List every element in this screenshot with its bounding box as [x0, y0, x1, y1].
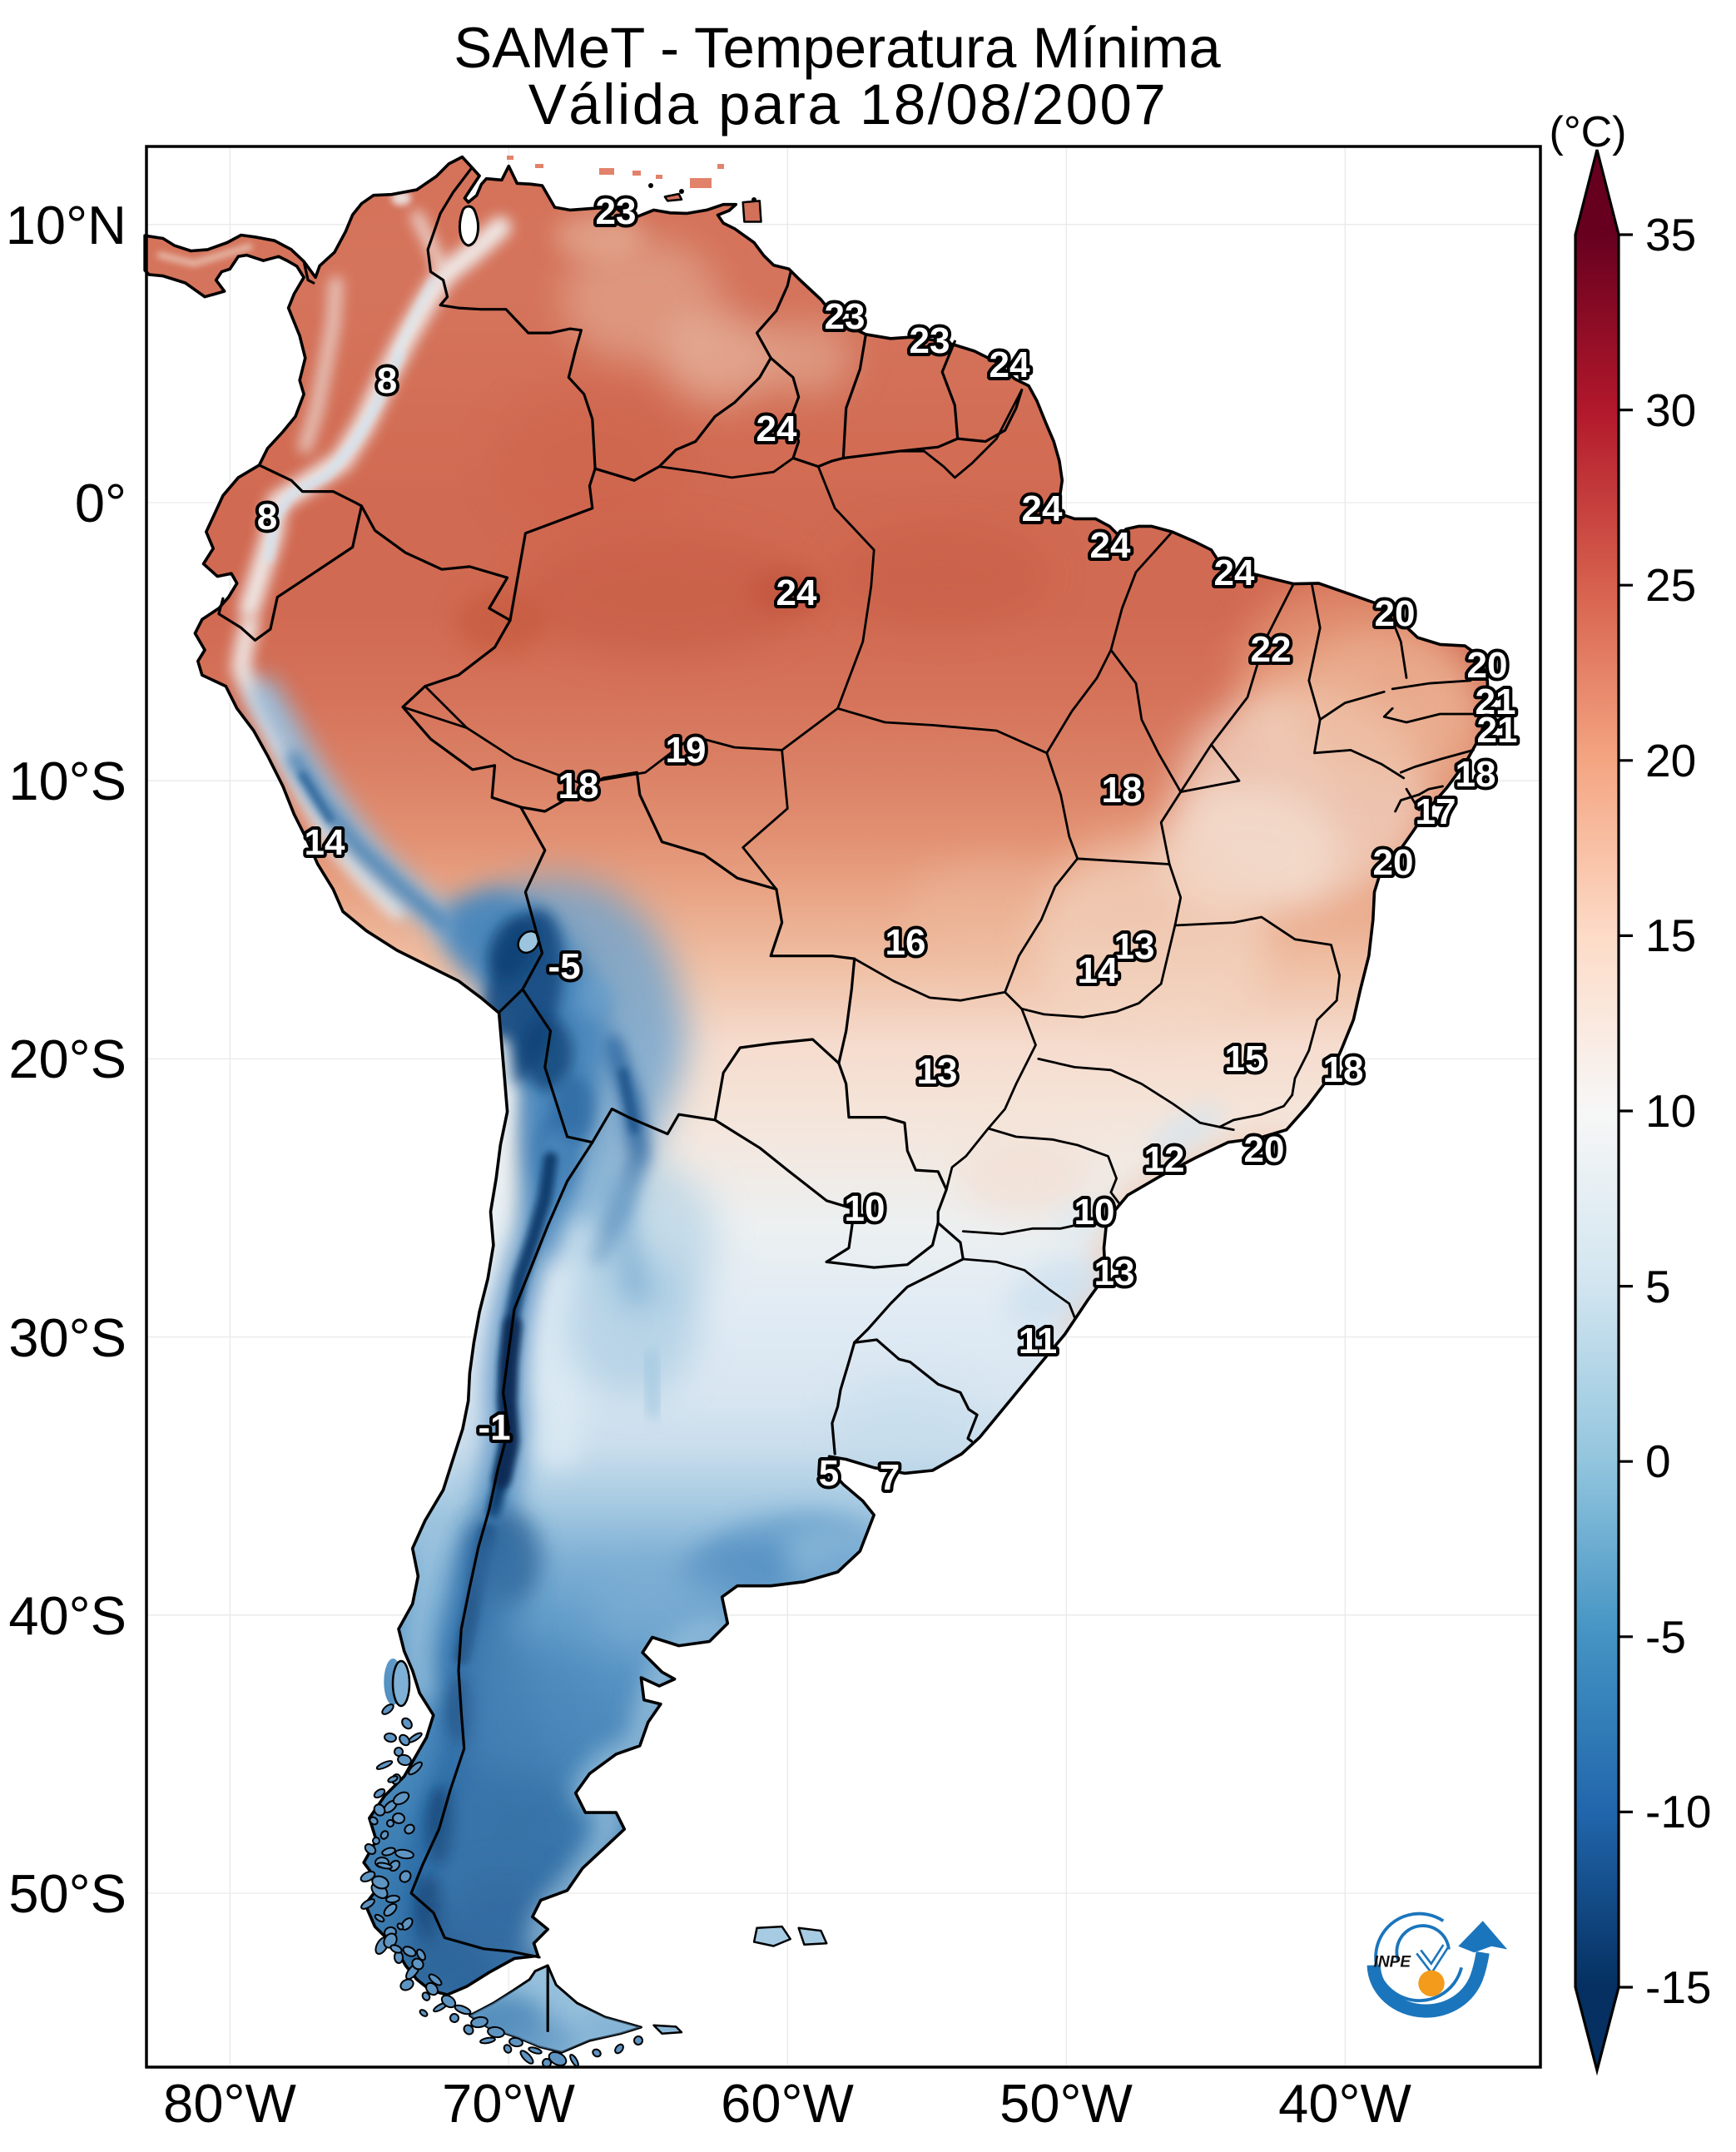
svg-text:20: 20: [1373, 842, 1414, 883]
svg-text:60°W: 60°W: [721, 2073, 854, 2134]
svg-text:13: 13: [1114, 926, 1155, 967]
svg-text:0°: 0°: [75, 473, 126, 533]
svg-text:11: 11: [1019, 1321, 1058, 1361]
svg-text:5: 5: [1645, 1261, 1671, 1312]
svg-text:20°S: 20°S: [8, 1029, 126, 1089]
svg-text:20: 20: [1375, 593, 1416, 634]
svg-text:23: 23: [596, 191, 637, 232]
svg-text:50°W: 50°W: [999, 2073, 1133, 2134]
svg-text:16: 16: [885, 922, 926, 963]
svg-text:24: 24: [990, 345, 1030, 385]
svg-text:7: 7: [880, 1457, 900, 1498]
svg-text:10: 10: [1645, 1085, 1696, 1137]
svg-text:0: 0: [1645, 1435, 1671, 1487]
svg-text:-1: -1: [478, 1407, 510, 1448]
svg-text:-10: -10: [1645, 1786, 1712, 1837]
svg-text:20: 20: [1244, 1129, 1285, 1170]
svg-text:20: 20: [1467, 645, 1508, 686]
svg-text:30: 30: [1645, 384, 1696, 436]
svg-text:15: 15: [1645, 910, 1696, 961]
svg-text:13: 13: [1094, 1252, 1135, 1293]
svg-text:21: 21: [1476, 682, 1516, 722]
svg-text:(°C): (°C): [1550, 108, 1627, 156]
svg-text:14: 14: [1078, 950, 1118, 991]
svg-text:18: 18: [1102, 770, 1143, 811]
svg-text:18: 18: [1323, 1049, 1364, 1090]
svg-text:40°S: 40°S: [8, 1585, 126, 1646]
svg-text:24: 24: [756, 409, 797, 449]
svg-text:10°S: 10°S: [8, 751, 126, 811]
svg-text:10: 10: [1074, 1192, 1115, 1232]
svg-text:14: 14: [305, 822, 345, 863]
svg-text:22: 22: [1251, 629, 1292, 670]
svg-text:18: 18: [1456, 754, 1496, 795]
svg-text:10: 10: [845, 1188, 885, 1229]
svg-text:-5: -5: [548, 946, 580, 987]
svg-text:19: 19: [666, 730, 707, 771]
svg-text:-15: -15: [1645, 1961, 1712, 2013]
svg-text:40°W: 40°W: [1278, 2073, 1411, 2134]
svg-text:50°S: 50°S: [8, 1863, 126, 1924]
svg-text:30°S: 30°S: [8, 1307, 126, 1368]
svg-text:24: 24: [1090, 525, 1131, 566]
svg-text:17: 17: [1416, 791, 1456, 832]
svg-text:20: 20: [1645, 735, 1696, 786]
svg-text:5: 5: [819, 1453, 839, 1494]
svg-text:25: 25: [1645, 559, 1696, 611]
svg-text:10°N: 10°N: [6, 195, 126, 255]
svg-text:24: 24: [1214, 553, 1255, 593]
svg-text:80°W: 80°W: [163, 2073, 296, 2134]
svg-text:24: 24: [1022, 488, 1063, 529]
svg-text:21: 21: [1477, 710, 1518, 751]
svg-text:13: 13: [917, 1051, 958, 1092]
svg-text:8: 8: [257, 497, 277, 538]
svg-text:23: 23: [825, 296, 866, 337]
svg-text:-5: -5: [1645, 1611, 1686, 1663]
svg-text:12: 12: [1144, 1139, 1185, 1180]
svg-text:INPE: INPE: [1374, 1953, 1412, 1971]
svg-text:23: 23: [910, 320, 950, 361]
svg-text:15: 15: [1225, 1039, 1266, 1079]
svg-text:8: 8: [377, 360, 397, 401]
svg-text:24: 24: [776, 573, 817, 613]
svg-text:18: 18: [558, 766, 599, 806]
svg-text:SAMeT - Temperatura Mínima: SAMeT - Temperatura Mínima: [454, 16, 1221, 80]
svg-text:35: 35: [1645, 209, 1696, 260]
svg-text:70°W: 70°W: [442, 2073, 575, 2134]
svg-text:Válida para 18/08/2007: Válida para 18/08/2007: [528, 72, 1168, 136]
